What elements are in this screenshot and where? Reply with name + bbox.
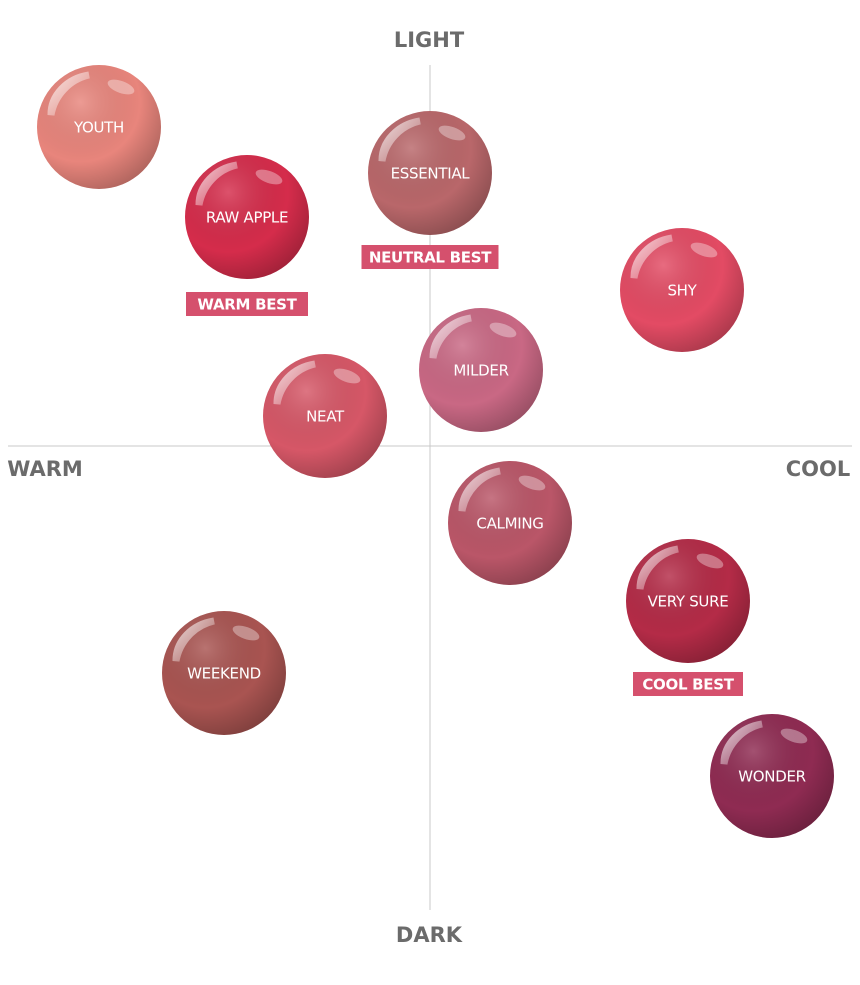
swatch-shade bbox=[368, 111, 492, 235]
swatch-highlight bbox=[489, 322, 517, 338]
axis-label-bottom: DARK bbox=[396, 923, 463, 947]
swatch: ESSENTIAL NEUTRAL BEST bbox=[361, 111, 499, 269]
swatch-label: YOUTH bbox=[73, 119, 124, 137]
swatch-gloss bbox=[458, 467, 501, 512]
swatch-label: ESSENTIAL bbox=[391, 165, 471, 183]
swatch-gloss bbox=[378, 117, 421, 162]
swatch: CALMING bbox=[448, 461, 572, 585]
swatch-label: WEEKEND bbox=[187, 665, 261, 683]
swatch-highlight bbox=[255, 169, 283, 185]
swatch-shade bbox=[37, 65, 161, 189]
swatch-shade bbox=[263, 354, 387, 478]
swatch-highlight bbox=[438, 125, 466, 141]
axis-label-left: WARM bbox=[7, 457, 83, 481]
swatch-highlight bbox=[107, 79, 135, 95]
swatch-highlight bbox=[333, 368, 361, 384]
swatch: YOUTH bbox=[37, 65, 161, 189]
badge bbox=[633, 672, 743, 696]
swatch-shade bbox=[162, 611, 286, 735]
swatch-gloss bbox=[630, 234, 673, 279]
swatch: SHY bbox=[620, 228, 744, 352]
axis-label-right: COOL bbox=[786, 457, 851, 481]
swatch-gloss bbox=[720, 720, 763, 765]
swatch-gloss bbox=[273, 360, 316, 405]
swatch-label: VERY SURE bbox=[648, 593, 729, 611]
swatches: YOUTH RAW APPLE WARM BEST ESSENTIAL NEUTRAL … bbox=[37, 65, 834, 838]
swatch-highlight bbox=[518, 475, 546, 491]
swatch-highlight bbox=[232, 625, 260, 641]
swatch: NEAT bbox=[263, 354, 387, 478]
badge bbox=[186, 292, 308, 316]
swatch-shade bbox=[626, 539, 750, 663]
swatch: MILDER bbox=[419, 308, 543, 432]
swatch-label: RAW APPLE bbox=[206, 209, 288, 227]
axis-label-top: LIGHT bbox=[394, 28, 465, 52]
swatch-shade bbox=[419, 308, 543, 432]
badge bbox=[361, 245, 499, 269]
badge-label: NEUTRAL BEST bbox=[369, 249, 492, 267]
swatch-label: CALMING bbox=[476, 515, 543, 533]
swatch: VERY SURE COOL BEST bbox=[626, 539, 750, 696]
swatch-gloss bbox=[429, 314, 472, 359]
swatch-shade bbox=[620, 228, 744, 352]
swatch-gloss bbox=[195, 161, 238, 206]
swatch-label: NEAT bbox=[306, 408, 345, 426]
swatch-shade bbox=[185, 155, 309, 279]
swatch-gloss bbox=[47, 71, 90, 116]
swatch: RAW APPLE WARM BEST bbox=[185, 155, 309, 316]
swatch-shade bbox=[710, 714, 834, 838]
swatch-highlight bbox=[780, 728, 808, 744]
swatch-label: MILDER bbox=[453, 362, 508, 380]
swatch-label: WONDER bbox=[738, 768, 806, 786]
swatch: WONDER bbox=[710, 714, 834, 838]
swatch-gloss bbox=[636, 545, 679, 590]
swatch-highlight bbox=[690, 242, 718, 258]
swatch-label: SHY bbox=[667, 282, 697, 300]
swatch-gloss bbox=[172, 617, 215, 662]
badge-label: COOL BEST bbox=[642, 676, 734, 694]
swatch: WEEKEND bbox=[162, 611, 286, 735]
swatch-shade bbox=[448, 461, 572, 585]
badge-label: WARM BEST bbox=[197, 296, 297, 314]
swatch-highlight bbox=[696, 553, 724, 569]
